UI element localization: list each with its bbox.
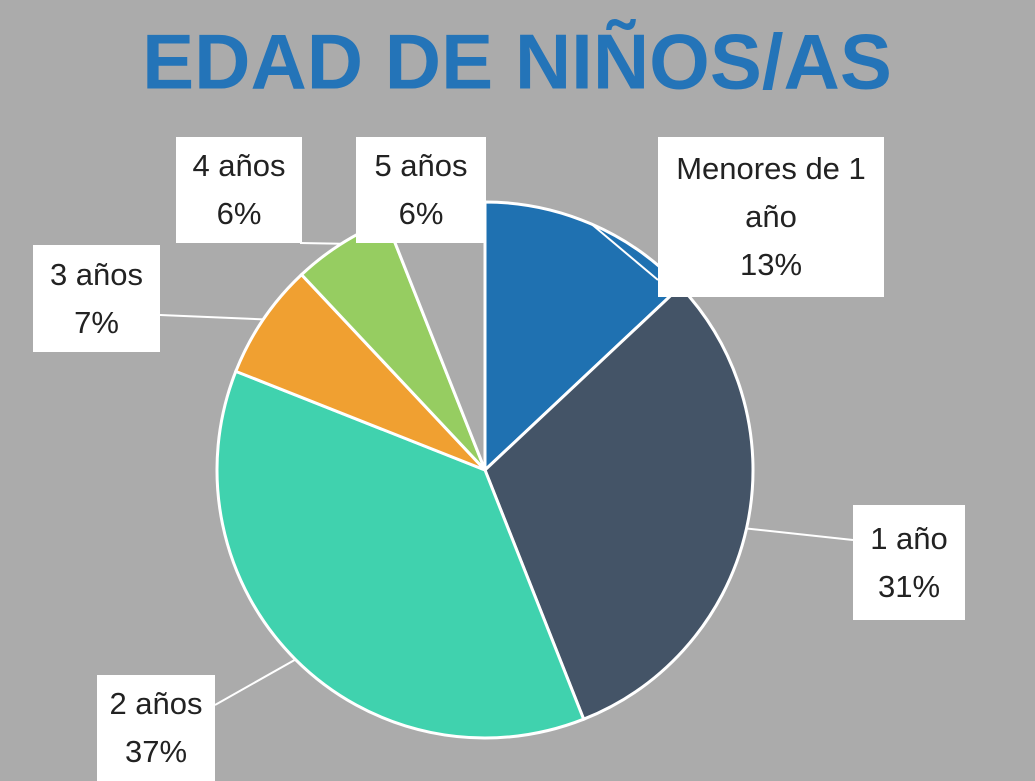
- label-text: 1 año: [870, 520, 948, 556]
- pie-slice: [215, 369, 586, 740]
- data-label: 5 años 6%: [356, 137, 486, 243]
- data-label: Menores de 1 año 13%: [658, 137, 884, 297]
- label-text: 6%: [398, 196, 444, 231]
- label-text: Menores de 1 año: [676, 151, 866, 234]
- pie-slice: [483, 284, 755, 722]
- data-label: 2 años 37%: [97, 675, 215, 781]
- label-text: 7%: [74, 304, 119, 340]
- leader-line: [299, 242, 342, 245]
- leader-line: [590, 223, 659, 281]
- label-text: 4 años: [192, 148, 286, 183]
- label-text: 2 años: [109, 686, 203, 721]
- label-text: 3 años: [49, 256, 144, 292]
- leader-line: [746, 527, 854, 541]
- label-text: 6%: [216, 196, 262, 231]
- label-text: 5 años: [374, 148, 468, 183]
- label-text: 31%: [877, 568, 941, 604]
- leader-line: [214, 658, 296, 706]
- data-label: 3 años 7%: [33, 245, 160, 352]
- label-text: 13%: [739, 247, 803, 282]
- leader-line: [159, 314, 264, 321]
- data-label: 1 año 31%: [853, 505, 965, 620]
- pie-slice: [233, 272, 487, 472]
- data-label: 4 años 6%: [176, 137, 302, 243]
- label-text: 37%: [124, 734, 188, 769]
- chart-title: EDAD DE NIÑOS/AS: [142, 18, 892, 106]
